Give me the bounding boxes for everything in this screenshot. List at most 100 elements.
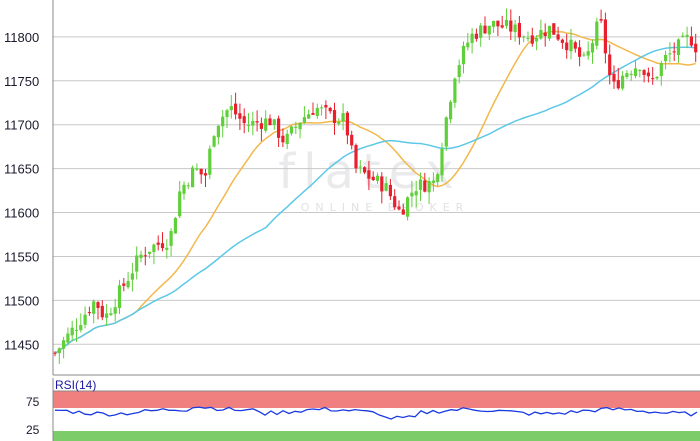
candle-up <box>182 184 186 194</box>
candle-up <box>453 78 457 103</box>
candle-up <box>186 185 190 187</box>
candle-up <box>586 51 590 56</box>
candle-up <box>513 24 517 33</box>
candle-up <box>70 327 74 336</box>
candle-down <box>599 19 603 21</box>
candle-down <box>100 305 104 318</box>
candle-down <box>96 302 100 308</box>
candle-up <box>264 118 268 131</box>
candle-up <box>595 21 599 46</box>
candle-down <box>556 34 560 40</box>
candle-down <box>578 47 582 57</box>
candle-up <box>664 54 668 62</box>
candle-down <box>651 78 655 80</box>
candle-up <box>569 39 573 52</box>
candle-up <box>676 39 681 56</box>
candle-up <box>294 126 298 128</box>
candle-down <box>608 54 612 76</box>
candle-down <box>642 70 646 75</box>
candle-down <box>363 167 367 173</box>
candle-up <box>431 180 435 183</box>
candle-up <box>535 38 539 42</box>
candle-up <box>444 117 448 147</box>
candle-up <box>191 167 195 188</box>
price-y-axis: 11450 11500 11550 11600 11650 11700 11750 11800 <box>4 30 39 352</box>
candle-down <box>350 134 354 146</box>
candle-up <box>315 107 319 116</box>
candle-up <box>418 179 423 190</box>
candle-up <box>208 148 212 175</box>
ma-long-line <box>54 46 696 354</box>
candle-up <box>526 37 530 39</box>
candle-up <box>225 110 229 118</box>
candle-down <box>496 20 500 27</box>
candle-down <box>689 36 693 46</box>
candle-up <box>461 45 466 65</box>
rsi-panel: RSI(14) 25 75 <box>26 378 700 441</box>
candle-up <box>522 36 526 38</box>
candle-down <box>423 180 427 192</box>
candle-down <box>255 121 259 123</box>
candle-down <box>612 73 616 82</box>
candle-up <box>298 122 302 130</box>
candle-up <box>117 285 122 309</box>
candle-up <box>668 53 672 55</box>
candle-up <box>109 313 113 315</box>
candle-up <box>449 101 453 120</box>
candle-up <box>92 301 96 314</box>
y-tick-label: 11800 <box>4 30 39 45</box>
candle-up <box>621 75 625 89</box>
candle-up <box>629 73 633 75</box>
candle-down <box>672 51 676 53</box>
candle-up <box>410 192 414 197</box>
candle-up <box>681 35 685 37</box>
candle-down <box>401 209 405 215</box>
watermark: flatex ONLINE BROKER <box>278 144 470 214</box>
candle-up <box>307 114 311 119</box>
candle-up <box>152 244 156 253</box>
candle-down <box>397 206 401 210</box>
candle-up <box>440 148 444 176</box>
candle-down <box>281 135 285 143</box>
candle-down <box>388 184 392 197</box>
candle-down <box>160 243 165 249</box>
candle-up <box>590 43 595 53</box>
rsi-oversold-band <box>53 431 700 441</box>
candle-down <box>560 39 564 43</box>
candle-down <box>328 107 332 112</box>
rsi-tick-label: 75 <box>26 395 40 409</box>
candle-down <box>530 35 534 44</box>
y-tick-label: 11500 <box>4 293 39 308</box>
candle-up <box>375 175 380 181</box>
candle-up <box>358 166 362 168</box>
candle-down <box>345 112 349 136</box>
candle-up <box>289 126 294 134</box>
y-tick-label: 11700 <box>4 118 39 133</box>
rsi-label: RSI(14) <box>55 378 96 392</box>
candle-up <box>659 63 663 77</box>
candle-down <box>380 176 384 192</box>
candle-up <box>229 106 233 111</box>
candle-up <box>195 168 199 170</box>
rsi-line <box>54 406 698 420</box>
candle-up <box>62 340 66 349</box>
watermark-sub: ONLINE BROKER <box>301 201 470 214</box>
candle-up <box>139 254 143 258</box>
rsi-tick-label: 25 <box>26 423 40 437</box>
candle-up <box>487 25 491 35</box>
candle-down <box>122 283 126 286</box>
y-tick-label: 11450 <box>4 337 39 352</box>
candle-down <box>203 173 208 176</box>
candle-down <box>324 104 328 108</box>
candle-down <box>517 22 521 38</box>
candle-down <box>474 33 478 39</box>
candlesticks <box>53 8 698 364</box>
candle-up <box>246 125 251 127</box>
candle-up <box>126 281 130 288</box>
candle-down <box>268 118 272 126</box>
candle-down <box>603 19 607 54</box>
candle-down <box>143 255 147 257</box>
candle-down <box>238 113 242 119</box>
candle-down <box>311 112 315 115</box>
